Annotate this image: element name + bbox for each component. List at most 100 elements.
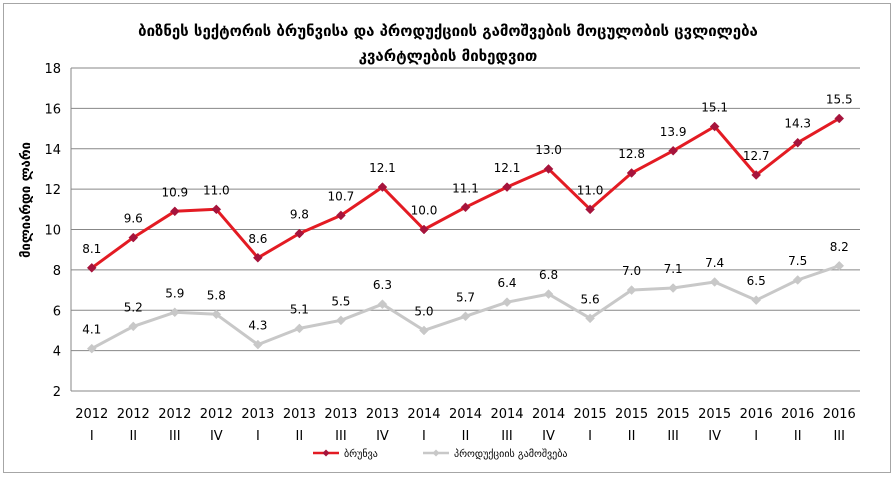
- data-label: 5.6: [581, 292, 600, 306]
- data-point: [585, 204, 595, 215]
- legend-item-1: ბრუნვა: [313, 448, 378, 460]
- x-tick-quarter: III: [335, 429, 347, 444]
- x-tick-quarter: II: [296, 429, 304, 444]
- data-point: [502, 297, 512, 308]
- data-label: 7.1: [664, 262, 683, 276]
- legend-item-2: პროდუქციის გამოშვება: [423, 448, 568, 460]
- x-tick-quarter: III: [169, 429, 181, 444]
- data-label: 7.4: [705, 256, 724, 270]
- data-point: [211, 309, 222, 320]
- x-tick-year: 2013: [366, 407, 399, 422]
- data-point: [709, 121, 720, 132]
- y-tick-label: 2: [53, 385, 61, 400]
- x-tick-year: 2015: [657, 407, 690, 422]
- x-tick-year: 2016: [781, 407, 814, 422]
- series-1: 8.1 9.6 10.9 11.0 8.6 9.8 10.7 12.1 10.0 11.1 12.1…: [82, 92, 853, 273]
- x-tick-quarter: I: [90, 429, 94, 444]
- y-tick-label: 10: [44, 224, 61, 239]
- x-tick-year: 2014: [449, 407, 482, 422]
- data-point: [86, 263, 97, 273]
- gridlines: [71, 67, 860, 392]
- data-point: [336, 210, 346, 221]
- x-tick-year: 2012: [75, 407, 108, 422]
- x-tick-year: 2015: [574, 407, 607, 422]
- x-tick-year: 2013: [241, 407, 274, 422]
- x-tick-year: 2012: [117, 407, 150, 422]
- data-label: 6.3: [373, 278, 392, 292]
- data-label: 6.4: [497, 276, 516, 290]
- data-label: 10.9: [161, 185, 188, 199]
- x-tick-quarter: III: [501, 429, 513, 444]
- legend-label: პროდუქციის გამოშვება: [454, 448, 568, 460]
- y-tick-label: 8: [53, 264, 61, 279]
- data-point: [336, 315, 346, 326]
- x-tick-quarter: IV: [708, 429, 721, 444]
- data-label: 5.0: [414, 304, 433, 318]
- data-point: [751, 170, 762, 180]
- data-label: 10.7: [328, 189, 355, 203]
- x-tick-quarter: II: [794, 429, 802, 444]
- x-tick-quarter: III: [833, 429, 845, 444]
- x-tick-quarter: III: [667, 429, 679, 444]
- x-tick-year: 2015: [698, 407, 731, 422]
- y-tick-label: 6: [53, 304, 61, 319]
- chart-title-line1: ბიზნეს სექტორის ბრუნვისა და პროდუქციის გ…: [138, 22, 758, 40]
- data-label: 10.0: [411, 204, 438, 218]
- data-point: [419, 224, 429, 235]
- data-label: 7.0: [622, 264, 641, 278]
- data-label: 12.8: [618, 147, 645, 161]
- data-label: 15.1: [701, 101, 728, 115]
- data-point: [253, 339, 263, 350]
- data-point: [419, 325, 429, 336]
- legend-marker: [432, 449, 440, 457]
- data-point: [792, 275, 803, 285]
- x-tick-year: 2013: [283, 407, 316, 422]
- data-label: 4.3: [248, 319, 267, 333]
- data-label: 5.8: [207, 288, 226, 302]
- data-point: [253, 252, 263, 263]
- x-tick-year: 2012: [200, 407, 233, 422]
- data-point: [86, 343, 97, 354]
- x-tick-labels: 2012 I 2012 II 2012 III 2012 IV 2013 I 2013 II 2013 I…: [75, 407, 856, 444]
- y-tick-label: 4: [53, 345, 61, 360]
- x-tick-quarter: IV: [542, 429, 555, 444]
- data-label: 6.8: [539, 268, 558, 282]
- y-tick-labels: 2 4 6 8 10 12 14 16 18: [44, 62, 61, 400]
- x-tick-year: 2015: [615, 407, 648, 422]
- series-group: 8.1 9.6 10.9 11.0 8.6 9.8 10.7 12.1 10.0 11.1 12.1…: [82, 92, 853, 354]
- data-point: [834, 113, 845, 124]
- y-tick-label: 14: [44, 143, 61, 158]
- x-tick-year: 2013: [324, 407, 357, 422]
- data-point: [668, 145, 678, 156]
- data-point: [502, 182, 512, 192]
- data-point: [626, 168, 637, 178]
- x-tick-quarter: II: [462, 429, 470, 444]
- x-tick-quarter: IV: [210, 429, 223, 444]
- data-label: 8.6: [248, 232, 267, 246]
- chart-frame: [3, 3, 891, 473]
- data-label: 5.5: [331, 294, 350, 308]
- data-point: [169, 206, 180, 217]
- y-axis-label: მილიარდი ლარი: [19, 142, 34, 258]
- x-tick-quarter: II: [129, 429, 137, 444]
- data-label: 9.6: [124, 212, 143, 226]
- data-point: [585, 313, 595, 324]
- x-tick-quarter: I: [588, 429, 592, 444]
- y-tick-label: 12: [44, 183, 61, 198]
- data-point: [377, 299, 388, 310]
- data-label: 13.0: [535, 143, 562, 157]
- data-point: [211, 204, 222, 215]
- data-label: 11.0: [203, 183, 230, 197]
- x-tick-year: 2012: [158, 407, 191, 422]
- x-tick-year: 2016: [740, 407, 773, 422]
- data-label: 5.1: [290, 302, 309, 316]
- series-2: 4.1 5.2 5.9 5.8 4.3 5.1 5.5 6.3 5.0 5.7 6.4 6.8 5.6 7…: [82, 240, 849, 354]
- data-label: 5.7: [456, 290, 475, 304]
- data-label: 12.7: [743, 149, 770, 163]
- data-point: [128, 232, 139, 243]
- x-tick-year: 2014: [532, 407, 565, 422]
- data-point: [169, 307, 180, 318]
- y-tick-label: 18: [44, 62, 61, 77]
- x-tick-quarter: II: [628, 429, 636, 444]
- legend-label: ბრუნვა: [344, 448, 378, 460]
